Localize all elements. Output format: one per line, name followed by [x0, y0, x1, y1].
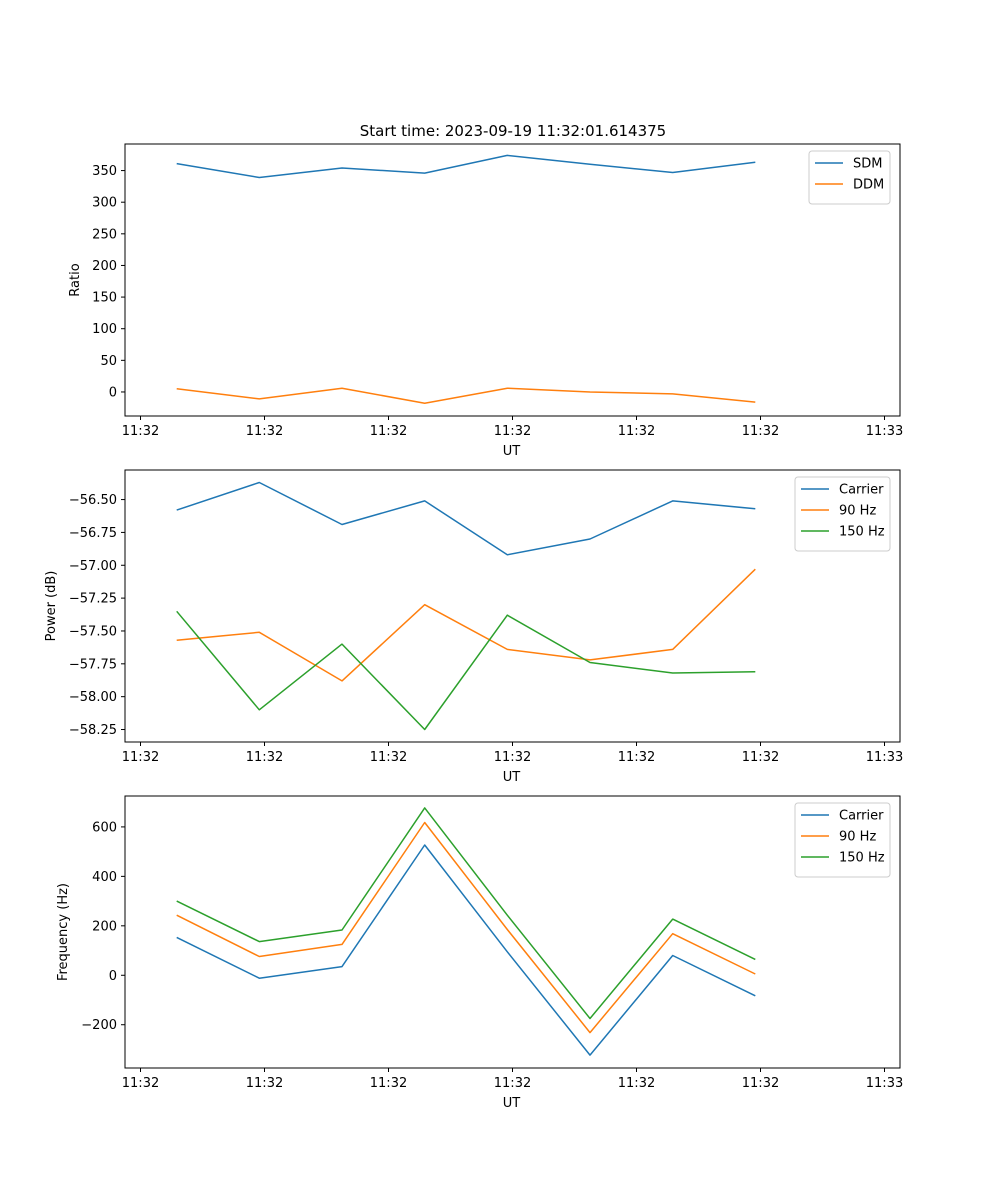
- plot-area: [176, 481, 756, 731]
- y-tick-label: 350: [92, 164, 117, 179]
- y-tick-label: 150: [92, 291, 117, 306]
- y-axis-label: Power (dB): [44, 571, 59, 642]
- x-tick-label: 11:33: [866, 1076, 903, 1091]
- x-tick-label: 11:32: [618, 424, 655, 439]
- x-tick-label: 11:32: [370, 750, 407, 765]
- y-tick-label: −58.25: [69, 723, 117, 738]
- x-tick-label: 11:32: [370, 424, 407, 439]
- legend-label: 90 Hz: [839, 504, 876, 519]
- legend-label: DDM: [853, 178, 884, 193]
- x-tick-label: 11:32: [618, 750, 655, 765]
- y-tick-label: 400: [92, 870, 117, 885]
- legend-label: Carrier: [839, 483, 884, 498]
- y-tick-label: −56.50: [69, 493, 117, 508]
- y-tick-label: 300: [92, 196, 117, 211]
- panels: 11:32 11:32 11:32 11:32 11:32 11:32 11:33 0 50 10…: [44, 143, 903, 1111]
- legend: Carrier 90 Hz 150 Hz: [794, 802, 891, 878]
- x-tick-label: 11:32: [122, 424, 159, 439]
- y-tick-label: −56.75: [69, 526, 117, 541]
- y-tick-label: −57.75: [69, 657, 117, 672]
- x-tick-label: 11:32: [494, 1076, 531, 1091]
- legend-label: 150 Hz: [839, 851, 885, 866]
- x-axis-label: UT: [503, 770, 521, 785]
- x-tick-label: 11:32: [742, 1076, 779, 1091]
- y-tick-label: −57.00: [69, 559, 117, 574]
- legend-box: [808, 150, 891, 205]
- x-tick-label: 11:32: [122, 1076, 159, 1091]
- y-tick-label: 600: [92, 820, 117, 835]
- series-line-90-hz: [176, 821, 756, 1034]
- x-tick-label: 11:32: [742, 424, 779, 439]
- x-tick-label: 11:32: [494, 750, 531, 765]
- x-tick-label: 11:32: [246, 1076, 283, 1091]
- y-axis-label: Frequency (Hz): [56, 883, 71, 981]
- series-line-sdm: [176, 154, 756, 179]
- legend: SDM DDM: [808, 150, 891, 205]
- y-tick-label: −200: [81, 1018, 117, 1033]
- x-tick-label: 11:32: [742, 750, 779, 765]
- x-tick-label: 11:32: [122, 750, 159, 765]
- x-tick-label: 11:32: [246, 750, 283, 765]
- figure-title: Start time: 2023-09-19 11:32:01.614375: [360, 122, 666, 140]
- series-line-150-hz: [176, 807, 756, 1020]
- y-tick-label: −58.00: [69, 690, 117, 705]
- plot-area: [176, 807, 756, 1056]
- series-line-150-hz: [176, 610, 756, 731]
- plot-area: [176, 154, 756, 405]
- series-line-carrier: [176, 844, 756, 1056]
- legend-label: Carrier: [839, 809, 884, 824]
- series-line-carrier: [176, 481, 756, 556]
- y-tick-label: 100: [92, 322, 117, 337]
- legend-label: 90 Hz: [839, 830, 876, 845]
- legend-box: [794, 476, 891, 552]
- y-tick-label: 0: [109, 385, 117, 400]
- y-tick-label: 0: [109, 969, 117, 984]
- x-tick-label: 11:32: [246, 424, 283, 439]
- x-axis-label: UT: [503, 444, 521, 459]
- x-tick-label: 11:32: [618, 1076, 655, 1091]
- x-tick-label: 11:32: [494, 424, 531, 439]
- legend-label: 150 Hz: [839, 525, 885, 540]
- y-tick-label: 200: [92, 919, 117, 934]
- x-axis-label: UT: [503, 1096, 521, 1111]
- y-tick-label: −57.50: [69, 624, 117, 639]
- y-tick-label: 200: [92, 259, 117, 274]
- y-tick-label: 50: [100, 354, 117, 369]
- y-tick-label: −57.25: [69, 592, 117, 607]
- x-tick-label: 11:32: [370, 1076, 407, 1091]
- series-line-90-hz: [176, 568, 756, 682]
- x-tick-label: 11:33: [866, 750, 903, 765]
- legend: Carrier 90 Hz 150 Hz: [794, 476, 891, 552]
- legend-box: [794, 802, 891, 878]
- panel-3: 11:32 11:32 11:32 11:32 11:32 11:32 11:33 −200 0…: [56, 795, 903, 1111]
- series-line-ddm: [176, 387, 756, 405]
- legend-label: SDM: [853, 157, 882, 172]
- x-tick-label: 11:33: [866, 424, 903, 439]
- y-axis-label: Ratio: [68, 263, 83, 296]
- panel-1: 11:32 11:32 11:32 11:32 11:32 11:32 11:33 0 50 10…: [68, 143, 903, 459]
- panel-2: 11:32 11:32 11:32 11:32 11:32 11:32 11:33 −58.2…: [44, 469, 903, 785]
- y-tick-label: 250: [92, 227, 117, 242]
